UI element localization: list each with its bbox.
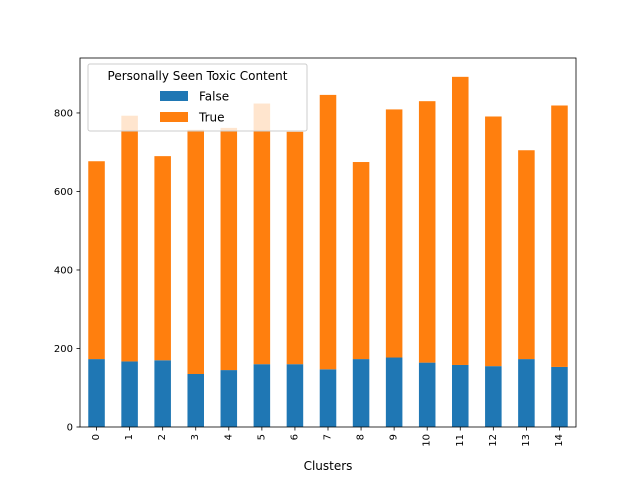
bar-false-cluster-5 [253,364,271,427]
x-tick-label: 2 [157,434,168,440]
x-tick-label: 14 [554,434,565,447]
x-tick-label: 13 [521,434,532,447]
bar-true-cluster-3 [187,129,204,375]
legend-label-true: True [198,111,225,125]
bar-false-cluster-14 [551,366,568,427]
y-tick-label: 600 [54,187,73,198]
legend-box [87,63,308,132]
bar-true-cluster-14 [551,105,568,367]
x-tick-label: 9 [389,434,400,440]
legend-title: Personally Seen Toxic Content [108,69,288,83]
bar-false-cluster-11 [452,364,469,427]
bar-false-cluster-0 [88,359,105,427]
bar-false-cluster-3 [187,374,204,427]
bar-false-cluster-8 [352,359,370,427]
y-tick-label: 800 [54,109,73,120]
y-tick-label: 200 [54,344,73,355]
bar-true-cluster-6 [286,131,304,365]
x-tick-label: 12 [488,434,499,447]
x-tick-label: 5 [256,434,267,440]
bar-false-cluster-12 [485,366,502,427]
x-tick-label: 8 [356,434,367,440]
x-tick-label: 0 [91,434,102,440]
x-tick-label: 11 [455,434,466,447]
bar-true-cluster-11 [452,76,469,365]
x-axis-label: Clusters [304,459,353,473]
x-tick-label: 4 [223,434,234,440]
bars-layer [88,76,568,427]
bar-true-cluster-1 [121,115,138,362]
x-tick-label: 1 [124,434,135,440]
x-tick-label: 10 [422,434,433,447]
x-tick-label: 6 [289,434,300,440]
bar-true-cluster-8 [352,162,370,360]
bar-false-cluster-9 [385,357,403,427]
x-axis: 0 1 2 3 4 5 6 7 8 9 10 11 12 13 14 [91,427,565,447]
bar-false-cluster-1 [121,361,138,427]
x-tick-label: 7 [323,434,334,440]
y-tick-label: 0 [67,423,73,434]
bar-false-cluster-6 [286,364,304,427]
legend-swatch-true [160,112,188,122]
bar-true-cluster-0 [88,161,105,360]
bar-false-cluster-4 [220,370,238,427]
bar-true-cluster-9 [385,109,403,358]
bar-false-cluster-2 [154,360,171,427]
x-tick-label: 3 [190,434,201,440]
bar-false-cluster-13 [518,359,535,427]
bar-true-cluster-10 [418,101,436,363]
legend: Personally Seen Toxic Content False True [87,63,308,132]
bar-true-cluster-7 [319,94,337,370]
bar-true-cluster-5 [253,103,271,365]
bar-true-cluster-2 [154,156,171,361]
bar-true-cluster-13 [518,150,535,360]
bar-false-cluster-7 [319,369,337,427]
legend-label-false: False [199,90,229,104]
bar-true-cluster-12 [485,116,502,367]
bar-false-cluster-10 [418,362,436,427]
legend-swatch-false [160,91,188,101]
y-tick-label: 400 [54,266,73,277]
bar-true-cluster-4 [220,127,238,371]
y-axis: 0 200 400 600 800 [54,109,80,434]
